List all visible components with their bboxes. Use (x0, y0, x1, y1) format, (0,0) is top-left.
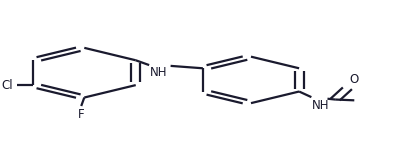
Text: NH: NH (150, 66, 168, 79)
Text: O: O (349, 73, 358, 86)
Text: F: F (78, 108, 84, 121)
Text: NH: NH (312, 99, 330, 112)
Text: Cl: Cl (1, 79, 13, 92)
